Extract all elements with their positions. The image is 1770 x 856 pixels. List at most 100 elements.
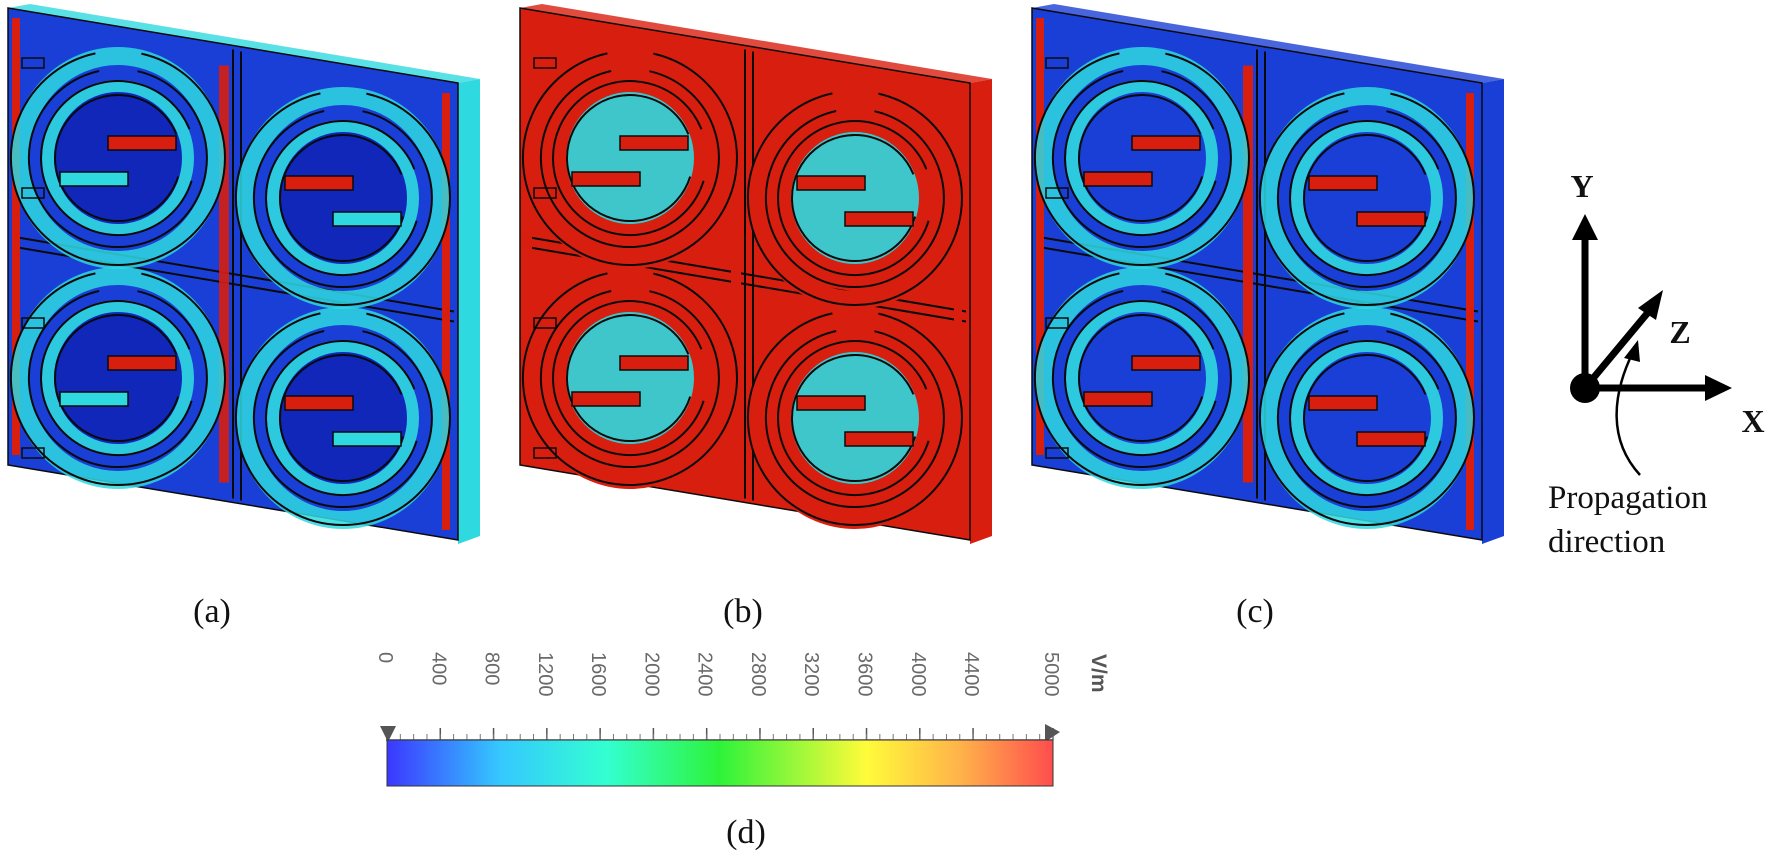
- edge-tab-slot: [1045, 447, 1069, 459]
- gap-arm-upper: [107, 135, 177, 151]
- inner-ring-edge: [1064, 80, 1217, 237]
- gap-arm-upper: [1308, 395, 1378, 411]
- inner-ring-edge: [777, 340, 930, 497]
- colorbar-tick-label: 3200: [800, 652, 822, 697]
- z-axis-label: Z: [1669, 314, 1690, 350]
- z-axis-arrow: [1582, 307, 1653, 391]
- outer-ring-band: [1260, 87, 1474, 309]
- inner-ring: [267, 340, 419, 496]
- outer-ring-band: [523, 47, 737, 269]
- gap-arm-upper: [107, 355, 177, 371]
- outer-ring-band: [11, 267, 225, 489]
- inner-ring-inner-edge: [279, 134, 405, 263]
- inner-ring-inner-edge: [1303, 354, 1429, 483]
- outer-ring-inner-edge: [539, 290, 720, 468]
- ring-resonator: [746, 87, 963, 309]
- gap-arm-upper: [796, 395, 866, 411]
- inner-ring-edge: [1289, 340, 1442, 497]
- outer-ring-band: [748, 87, 962, 309]
- plate-side-face: [458, 79, 480, 544]
- ring-resonator: [1258, 87, 1475, 309]
- gap-arm-lower: [332, 211, 402, 227]
- inner-ring: [554, 300, 706, 456]
- ring-resonator: [521, 267, 738, 489]
- y-axis-label: Y: [1570, 168, 1593, 204]
- inner-ring-inner-edge: [54, 314, 180, 443]
- edge-tab-slot: [1045, 187, 1069, 199]
- gap-arm-lower: [571, 391, 641, 407]
- outer-ring-inner-edge: [1276, 330, 1457, 508]
- colorbar-tick-label: 4000: [907, 652, 929, 697]
- outer-ring-band: [236, 87, 450, 309]
- inner-ring-edge: [552, 80, 705, 237]
- hot-strip-left: [1036, 18, 1044, 455]
- outer-ring-inner-edge: [539, 70, 720, 248]
- outer-ring-band: [1260, 307, 1474, 529]
- outer-ring-edge: [1258, 312, 1475, 526]
- hot-strip-center: [731, 65, 741, 483]
- colorbar-tick-label: 4400: [960, 652, 982, 697]
- colorbar-tick-label: 800: [481, 652, 503, 685]
- propagation-note-line2: direction: [1548, 524, 1665, 560]
- inner-ring: [1291, 120, 1443, 276]
- inner-ring: [779, 340, 931, 496]
- colorbar-tick-label: 5000: [1040, 652, 1062, 697]
- inner-ring: [42, 80, 194, 236]
- colorbar-tick-label: 2000: [640, 652, 662, 697]
- gap-arm-lower: [844, 211, 914, 227]
- x-axis-arrowhead: [1705, 375, 1732, 401]
- gap-arm-lower: [1083, 391, 1153, 407]
- gap-arm-lower: [844, 431, 914, 447]
- caption-a: (a): [193, 593, 231, 630]
- colorbar: 0 400 800 1200 1600 2000 2400 2800 3200 3600 4000 4…: [374, 652, 1110, 851]
- field-panel-a: [7, 4, 480, 544]
- hot-strip-right: [442, 93, 450, 530]
- plate-side-face: [1482, 79, 1504, 544]
- outer-ring-inner-edge: [27, 290, 208, 468]
- field-panel-b: [519, 4, 992, 544]
- edge-tab-slot: [533, 447, 557, 459]
- field-panel-c: [1031, 4, 1504, 544]
- ring-resonator: [1033, 47, 1250, 269]
- outer-ring-inner-edge: [1051, 290, 1232, 468]
- inner-ring-edge: [1064, 300, 1217, 457]
- gap-arm-lower: [59, 171, 129, 187]
- outer-ring-edge: [234, 312, 451, 526]
- inner-ring: [554, 80, 706, 236]
- inner-ring: [779, 120, 931, 276]
- caption-c: (c): [1236, 593, 1274, 630]
- edge-tab-slot: [21, 57, 45, 69]
- gap-arm-upper: [796, 175, 866, 191]
- outer-ring-edge: [521, 52, 738, 266]
- gap-arm-upper: [1131, 135, 1201, 151]
- edge-tab-slot: [533, 187, 557, 199]
- outer-ring-inner-edge: [252, 330, 433, 508]
- inner-ring-edge: [777, 120, 930, 277]
- outer-ring-band: [11, 47, 225, 269]
- edge-tab-slot: [21, 447, 45, 459]
- hot-strip-right: [954, 93, 962, 530]
- hot-strip-right: [1466, 93, 1474, 530]
- inner-ring-edge: [552, 300, 705, 457]
- inner-ring: [267, 120, 419, 276]
- caption-b: (b): [723, 593, 763, 630]
- colorbar-ticks: 0 400 800 1200 1600 2000 2400 2800 3200 3600 4000 4…: [374, 652, 1062, 740]
- outer-ring-inner-edge: [764, 330, 945, 508]
- outer-ring-inner-edge: [252, 110, 433, 288]
- inner-ring-inner-edge: [791, 354, 917, 483]
- gap-arm-upper: [284, 395, 354, 411]
- colorbar-unit: V/m: [1087, 654, 1110, 693]
- colorbar-tick-label: 0: [374, 652, 396, 663]
- gap-arm-upper: [1308, 175, 1378, 191]
- gap-arm-lower: [1083, 171, 1153, 187]
- outer-ring-edge: [1033, 52, 1250, 266]
- ring-resonator: [234, 87, 451, 309]
- hot-strip-left: [12, 18, 20, 455]
- coordinate-axes: Y X Z Propagation direction: [1548, 168, 1765, 560]
- inner-ring: [1291, 340, 1443, 496]
- colorbar-tick-label: 2400: [694, 652, 716, 697]
- outer-ring-band: [1035, 267, 1249, 489]
- ring-resonator: [1033, 267, 1250, 489]
- edge-tab-slot: [1045, 57, 1069, 69]
- inner-ring-edge: [40, 300, 193, 457]
